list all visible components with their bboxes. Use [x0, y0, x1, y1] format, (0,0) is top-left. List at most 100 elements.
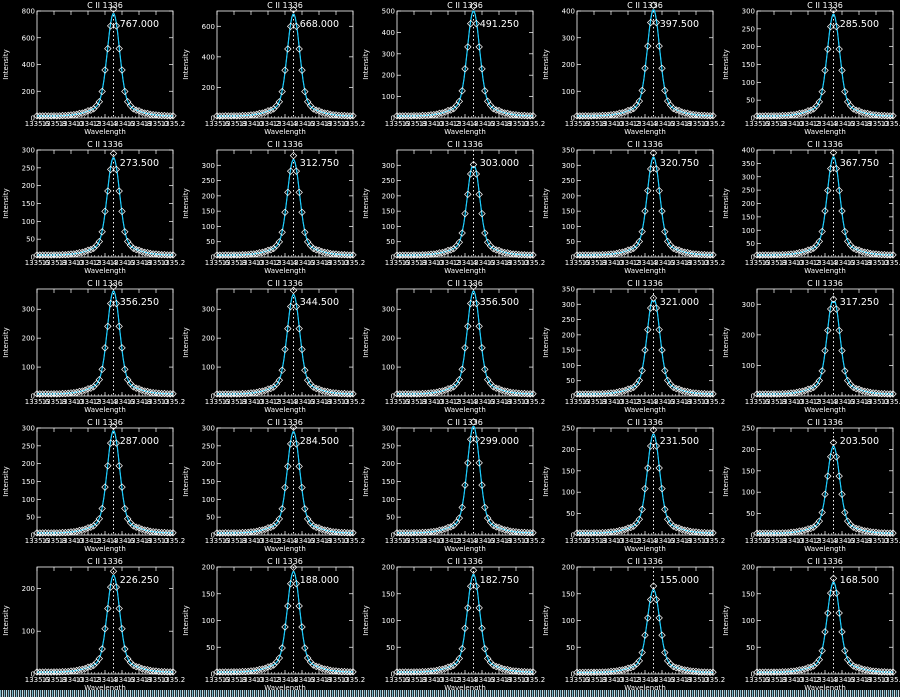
data-point	[753, 390, 761, 398]
data-point	[163, 668, 172, 676]
data-point	[886, 529, 894, 537]
x-tick-label: 1335.2	[341, 676, 366, 684]
data-point	[89, 244, 98, 252]
data-point	[349, 390, 357, 398]
data-point	[449, 245, 458, 253]
data-point	[109, 5, 118, 13]
x-tick-label: 1335.2	[881, 537, 900, 545]
data-point	[233, 251, 241, 259]
data-point	[807, 663, 815, 671]
data-point	[809, 244, 818, 252]
data-point	[346, 251, 354, 259]
x-tick-label: 1334.2	[76, 398, 101, 406]
data-point	[644, 464, 652, 472]
y-tick-label: 350	[742, 160, 755, 168]
data-point	[407, 112, 415, 120]
panel-title: C II 1336	[627, 1, 663, 10]
data-point	[709, 668, 717, 676]
data-point	[778, 250, 787, 259]
data-point	[807, 384, 815, 393]
data-point	[292, 440, 301, 448]
data-point	[250, 667, 258, 675]
data-point	[652, 442, 661, 450]
data-point	[858, 665, 866, 673]
data-point	[678, 247, 686, 256]
data-point	[595, 112, 604, 120]
data-point	[447, 106, 455, 114]
observed-profile	[217, 159, 353, 256]
x-tick-label: 1335.2	[521, 398, 546, 406]
y-tick-label: 100	[22, 496, 35, 504]
data-point	[883, 251, 892, 259]
data-point	[595, 529, 604, 537]
data-point	[61, 668, 70, 676]
data-point	[216, 390, 224, 398]
data-point	[601, 111, 610, 120]
panel-3: C II 133601002003004005001335.61335.8133…	[362, 1, 545, 136]
y-tick-label: 50	[26, 514, 35, 522]
data-point	[413, 112, 421, 120]
data-point	[289, 423, 298, 432]
data-point	[298, 66, 306, 74]
y-tick-label: 100	[382, 364, 395, 372]
data-point	[858, 526, 866, 534]
x-axis-label: Wavelength	[264, 267, 306, 275]
data-point	[163, 529, 172, 537]
x-tick-label: 1334.8	[307, 259, 332, 267]
data-point	[404, 112, 413, 120]
data-point	[36, 112, 44, 120]
x-tick-label: 1335.8	[762, 398, 787, 406]
data-point	[166, 668, 174, 676]
y-axis-label: Intensity	[182, 188, 190, 218]
data-point	[526, 112, 534, 120]
data-point	[678, 108, 686, 116]
data-point	[829, 148, 838, 157]
data-point	[78, 109, 87, 117]
x-tick-label: 1335.6	[745, 259, 770, 267]
data-point	[821, 490, 829, 498]
x-tick-label: 1334.8	[487, 676, 512, 684]
data-point	[852, 524, 860, 533]
data-point	[152, 528, 160, 536]
data-point	[697, 111, 706, 120]
observed-profile	[577, 156, 714, 256]
x-tick-label: 1334.8	[127, 259, 152, 267]
data-point	[418, 667, 427, 676]
data-point	[38, 668, 47, 676]
data-point	[235, 529, 244, 537]
data-point	[101, 483, 109, 491]
data-point	[98, 228, 106, 236]
data-point	[235, 251, 244, 259]
y-axis-label: Intensity	[2, 466, 10, 496]
x-tick-label: 1334.6	[650, 398, 675, 406]
data-point	[695, 528, 703, 537]
data-point	[301, 366, 309, 374]
data-point	[404, 251, 413, 259]
data-point	[649, 582, 658, 590]
data-point	[87, 384, 95, 392]
y-tick-label: 150	[742, 590, 755, 598]
data-point	[398, 251, 407, 259]
data-point	[332, 528, 340, 536]
data-point	[78, 526, 87, 534]
data-point	[787, 528, 795, 537]
panel-title: C II 1336	[267, 1, 303, 10]
x-tick-label: 1335.8	[222, 537, 247, 545]
data-point	[686, 667, 695, 675]
data-point	[340, 667, 349, 676]
fit-profile	[397, 574, 533, 673]
data-point	[512, 667, 520, 675]
data-point	[826, 453, 835, 461]
data-point	[396, 112, 404, 120]
data-point	[863, 527, 872, 535]
data-point	[578, 251, 587, 259]
x-tick-label: 1335.6	[745, 398, 770, 406]
data-point	[680, 526, 689, 534]
x-tick-label: 1334.6	[290, 398, 315, 406]
data-point	[700, 111, 709, 120]
data-point	[340, 389, 349, 398]
data-point	[860, 527, 869, 535]
x-tick-label: 1334.8	[667, 398, 692, 406]
data-point	[523, 668, 532, 676]
